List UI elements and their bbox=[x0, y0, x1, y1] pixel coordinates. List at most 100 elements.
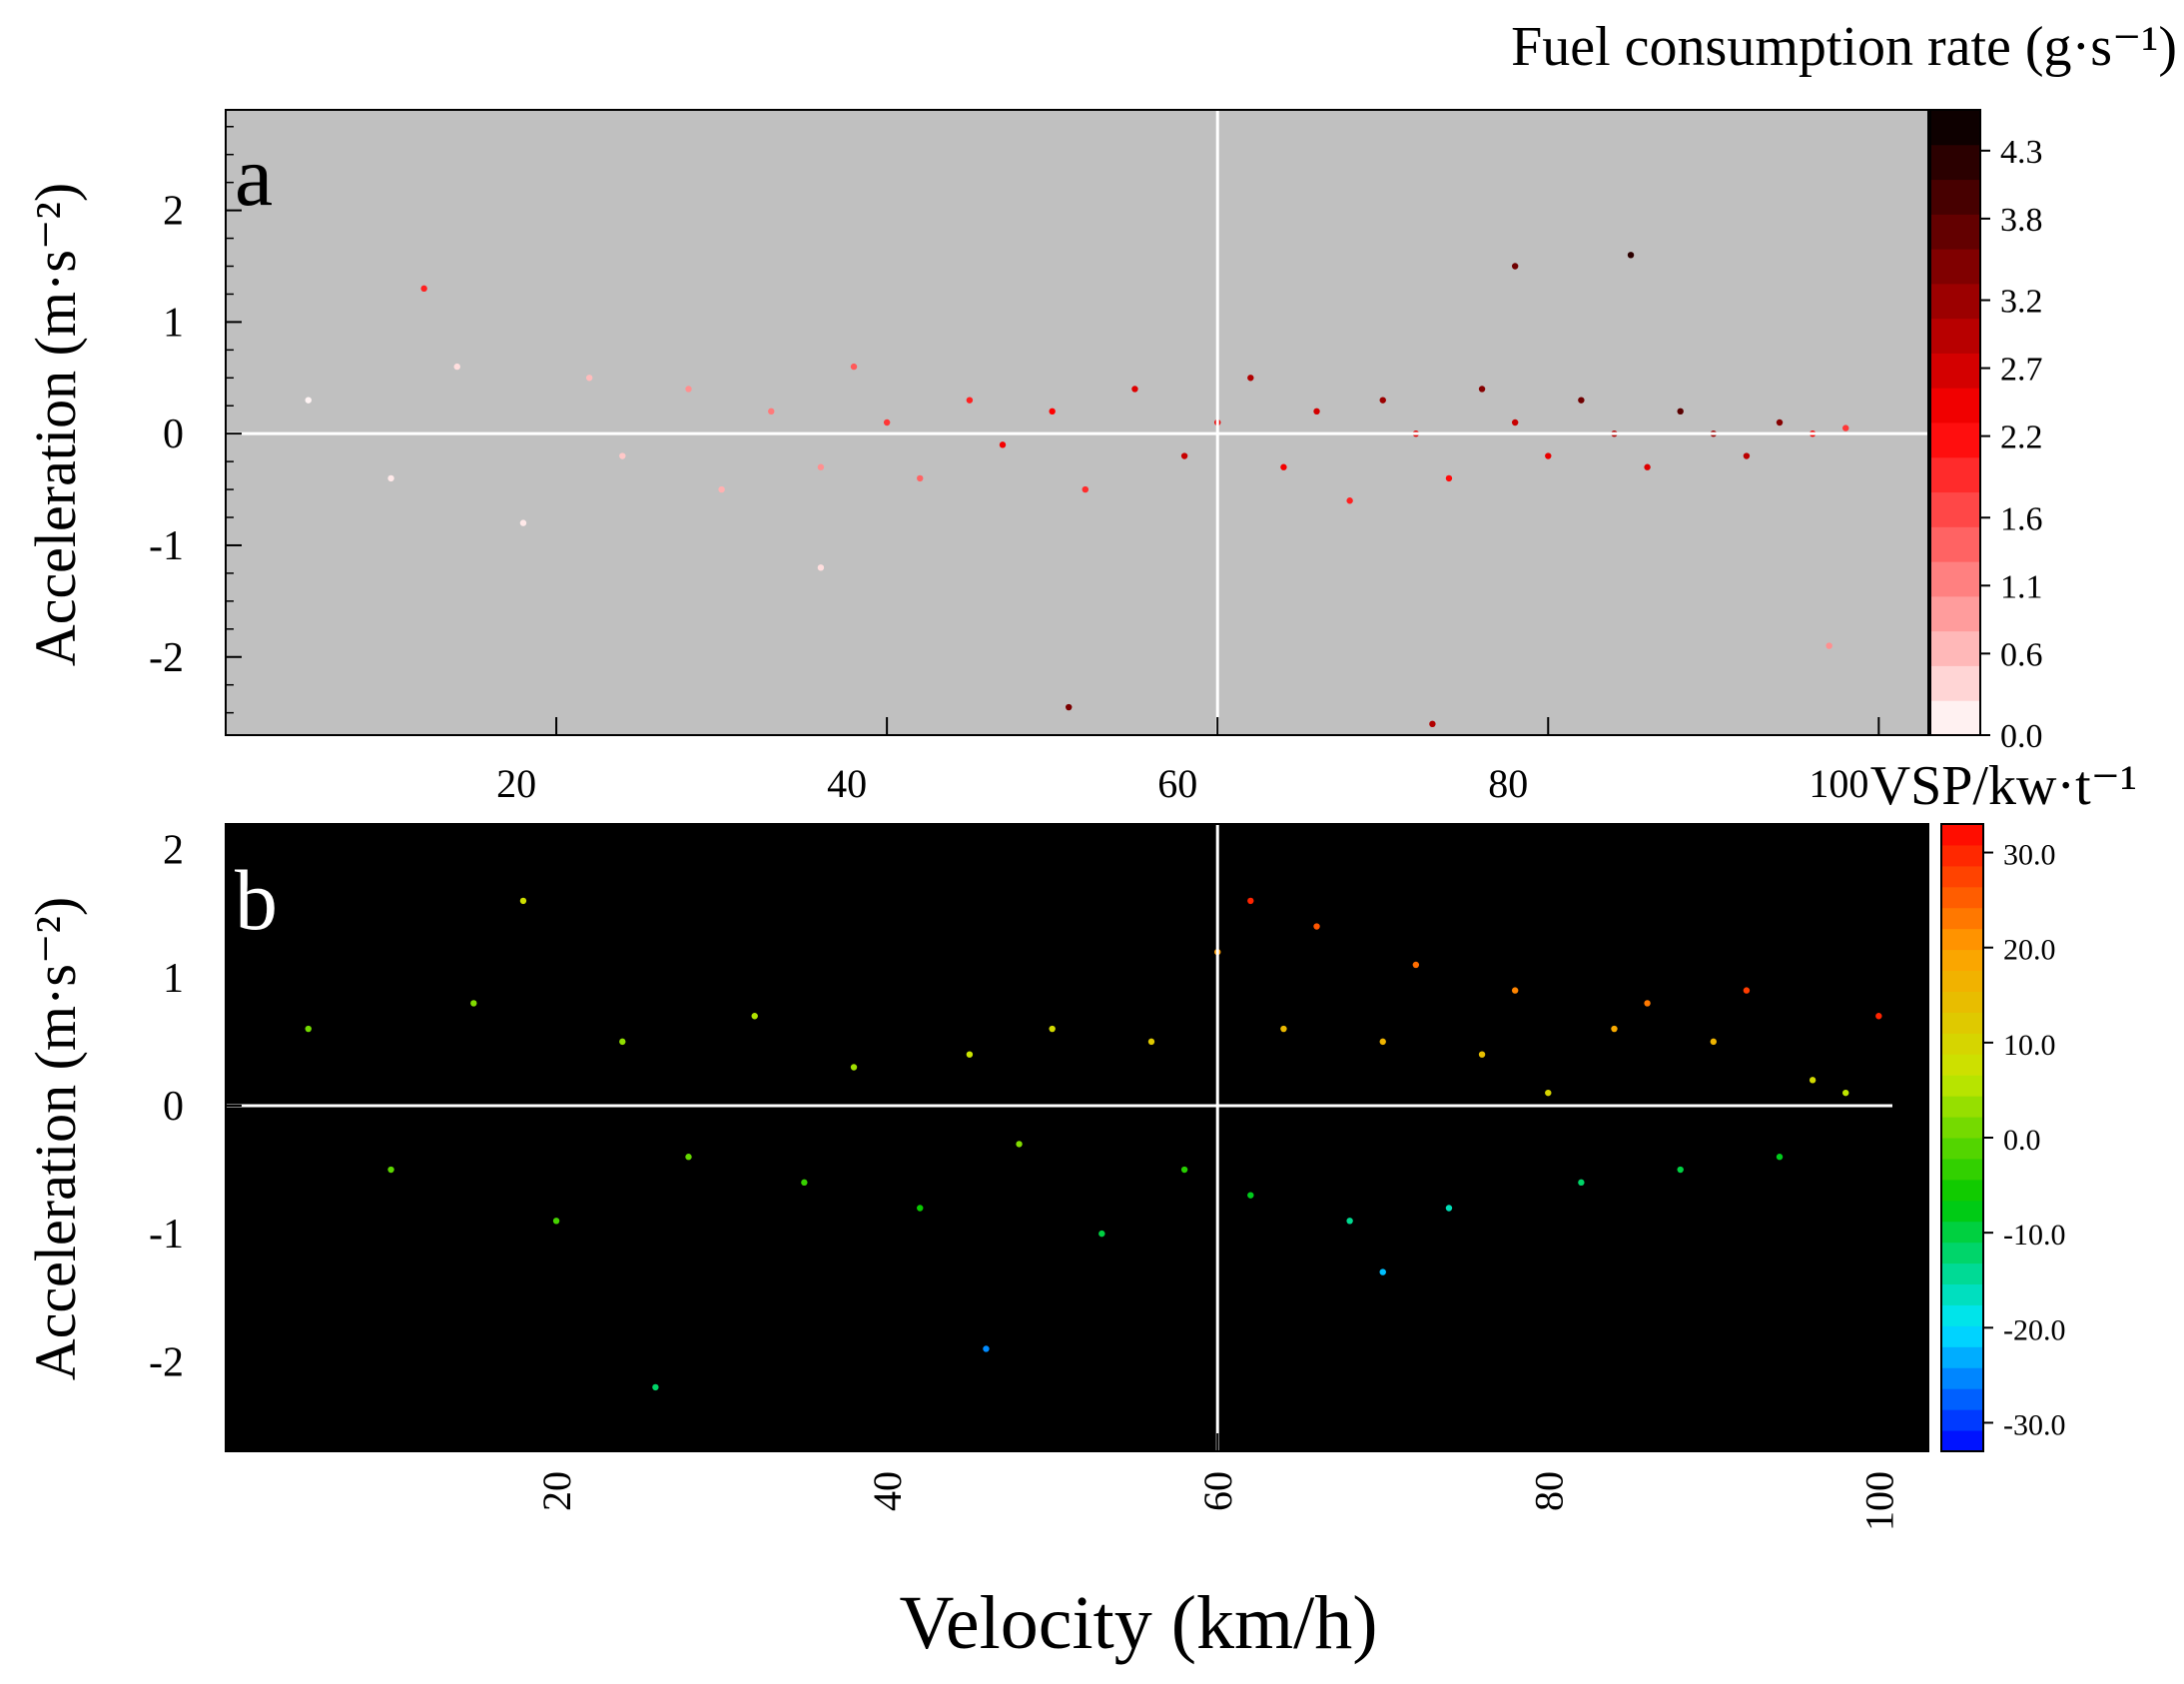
panel-a-colorbar-band bbox=[1930, 526, 1980, 562]
panel-b-point-32 bbox=[1743, 987, 1751, 994]
panel-b-point-23 bbox=[1445, 1205, 1453, 1212]
panel-b-point-29 bbox=[1644, 1000, 1651, 1007]
panel-b-colorbar-band bbox=[1941, 1033, 1983, 1055]
panel-b-point-2 bbox=[470, 1000, 477, 1007]
panel-b-y-ticks: 2 1 0 -1 -2 bbox=[149, 828, 242, 1427]
panel-b-colorbar-band bbox=[1941, 1096, 1983, 1118]
panel-a: 20 40 60 80 100 2 1 0 -1 -2 a Acceleration (m·s⁻… bbox=[23, 16, 2177, 806]
panel-a-point-24 bbox=[1379, 397, 1386, 404]
panel-b-colorbar-band bbox=[1941, 1242, 1983, 1264]
panel-a-colorbar-band bbox=[1930, 110, 1980, 146]
panel-b-colorbar-band bbox=[1941, 1367, 1983, 1389]
panel-a-colorbar-tick-label: 1.6 bbox=[2000, 500, 2043, 537]
panel-a-point-29 bbox=[1545, 452, 1552, 459]
panel-a-points bbox=[305, 252, 1849, 728]
panel-b-point-3 bbox=[552, 1218, 560, 1225]
panel-b-x-tick-label: 40 bbox=[865, 1471, 910, 1511]
panel-a-colorbar-title: Fuel consumption rate (g·s⁻¹) bbox=[1511, 16, 2177, 78]
panel-b-point-4 bbox=[619, 1038, 626, 1046]
panel-a-point-12 bbox=[917, 474, 924, 482]
panel-a-point-22 bbox=[1313, 408, 1320, 416]
panel-a-point-43 bbox=[1429, 720, 1436, 728]
panel-a-colorbar-band bbox=[1930, 595, 1980, 632]
panel-a-point-28 bbox=[1511, 419, 1519, 426]
panel-b-point-26 bbox=[1545, 1089, 1552, 1097]
panel-b-point-13 bbox=[1098, 1230, 1105, 1238]
panel-a-point-1 bbox=[387, 474, 394, 482]
panel-a-x-ticks: 20 40 60 80 100 bbox=[496, 717, 1880, 806]
panel-a-point-13 bbox=[966, 397, 974, 404]
panel-a-point-18 bbox=[1180, 452, 1188, 459]
panel-a-point-17 bbox=[1131, 386, 1138, 393]
panel-b-colorbar-band bbox=[1941, 970, 1983, 992]
panel-b-colorbar-band bbox=[1941, 1283, 1983, 1305]
panel-b-point-8 bbox=[850, 1064, 858, 1071]
panel-b-colorbar-band bbox=[1941, 1158, 1983, 1181]
panel-b-y-tick-label: -2 bbox=[149, 1339, 184, 1385]
panel-b-point-31 bbox=[1710, 1038, 1718, 1046]
panel-a-point-38 bbox=[1842, 424, 1849, 431]
panel-a-y-ticks: 2 1 0 -1 -2 bbox=[149, 126, 242, 714]
panel-b-point-5 bbox=[685, 1154, 692, 1161]
panel-a-point-23 bbox=[1346, 497, 1353, 504]
panel-b-x-tick-label: 80 bbox=[1526, 1471, 1571, 1511]
panel-a-y-tick-label: 2 bbox=[163, 189, 184, 235]
panel-a-colorbar-tick-label: 1.1 bbox=[2000, 568, 2043, 605]
panel-b-y-tick-label: 2 bbox=[163, 828, 184, 874]
panel-a-frame bbox=[225, 109, 1929, 736]
panel-b-colorbar-tick-label: 10.0 bbox=[2003, 1029, 2056, 1062]
panel-a-y-tick-label: 0 bbox=[163, 412, 184, 457]
panel-a-colorbar-band bbox=[1930, 388, 1980, 423]
panel-b-point-39 bbox=[519, 897, 527, 905]
panel-b-point-6 bbox=[751, 1013, 758, 1020]
panel-a-point-45 bbox=[1511, 263, 1519, 270]
panel-b-y-tick-label: 0 bbox=[163, 1084, 184, 1130]
panel-a-point-7 bbox=[718, 485, 725, 493]
panel-b-colorbar-title: VSP/kw·t⁻¹ bbox=[1870, 755, 2137, 817]
panel-a-point-14 bbox=[999, 441, 1007, 448]
panel-a-colorbar-band bbox=[1930, 179, 1980, 215]
panel-b-x-tick-label: 20 bbox=[534, 1471, 579, 1511]
panel-b-colorbar-band bbox=[1941, 991, 1983, 1013]
panel-a-colorbar-band bbox=[1930, 456, 1980, 493]
panel-b-point-28 bbox=[1611, 1025, 1618, 1033]
panel-b-points bbox=[305, 897, 1882, 1391]
panel-b-colorbar-band bbox=[1941, 824, 1983, 846]
panel-b-colorbar-band bbox=[1941, 1430, 1983, 1452]
panel-b-colorbar-tick-label: 0.0 bbox=[2003, 1124, 2041, 1157]
panel-a-colorbar-band bbox=[1930, 665, 1980, 701]
panel-b: 20 40 60 80 100 2 1 0 -1 -2 b Acceleration (m·s⁻… bbox=[23, 755, 2137, 1665]
panel-a-colorbar-band bbox=[1930, 353, 1980, 389]
panel-b-colorbar-band bbox=[1941, 949, 1983, 972]
panel-a-point-9 bbox=[817, 463, 825, 470]
panel-a-x-tick-label: 60 bbox=[1157, 761, 1197, 806]
panel-b-colorbar-ticks: 30.0 20.0 10.0 0.0 -10.0 -20.0 -30.0 bbox=[1983, 839, 2066, 1441]
panel-a-point-2 bbox=[453, 363, 460, 371]
panel-b-label: b bbox=[235, 852, 278, 948]
panel-a-point-36 bbox=[1776, 419, 1784, 426]
panel-b-point-38 bbox=[652, 1383, 659, 1391]
panel-b-point-33 bbox=[1776, 1154, 1784, 1161]
panel-a-point-35 bbox=[1743, 452, 1751, 459]
panel-a-point-27 bbox=[1478, 386, 1486, 393]
panel-b-plot-area bbox=[226, 824, 1928, 1451]
panel-b-point-25 bbox=[1511, 987, 1519, 994]
panel-a-x-tick-label: 20 bbox=[496, 761, 536, 806]
panel-a-y-axis-title: Acceleration (m·s⁻²) bbox=[23, 183, 88, 666]
panel-b-y-tick-label: 1 bbox=[163, 956, 184, 1002]
panel-a-colorbar-band bbox=[1930, 318, 1980, 354]
panel-b-colorbar-band bbox=[1941, 1200, 1983, 1223]
panel-a-point-41 bbox=[1627, 252, 1635, 259]
panel-b-point-40 bbox=[1875, 1013, 1882, 1020]
panel-b-colorbar-band bbox=[1941, 1346, 1983, 1368]
panel-a-colorbar-ticks: 4.3 3.8 3.2 2.7 2.2 1.6 1.1 0.6 0.0 bbox=[1980, 134, 2043, 755]
panel-b-x-tick-label: 100 bbox=[1856, 1471, 1901, 1531]
panel-a-colorbar-tick-label: 4.3 bbox=[2000, 134, 2043, 171]
panel-a-colorbar-band bbox=[1930, 700, 1980, 736]
panel-b-point-36 bbox=[983, 1345, 990, 1352]
panel-b-colorbar-band bbox=[1941, 1388, 1983, 1410]
panel-a-point-3 bbox=[519, 519, 527, 526]
panel-a-colorbar-tick-label: 3.2 bbox=[2000, 284, 2043, 321]
panel-a-x-tick-label: 40 bbox=[827, 761, 867, 806]
